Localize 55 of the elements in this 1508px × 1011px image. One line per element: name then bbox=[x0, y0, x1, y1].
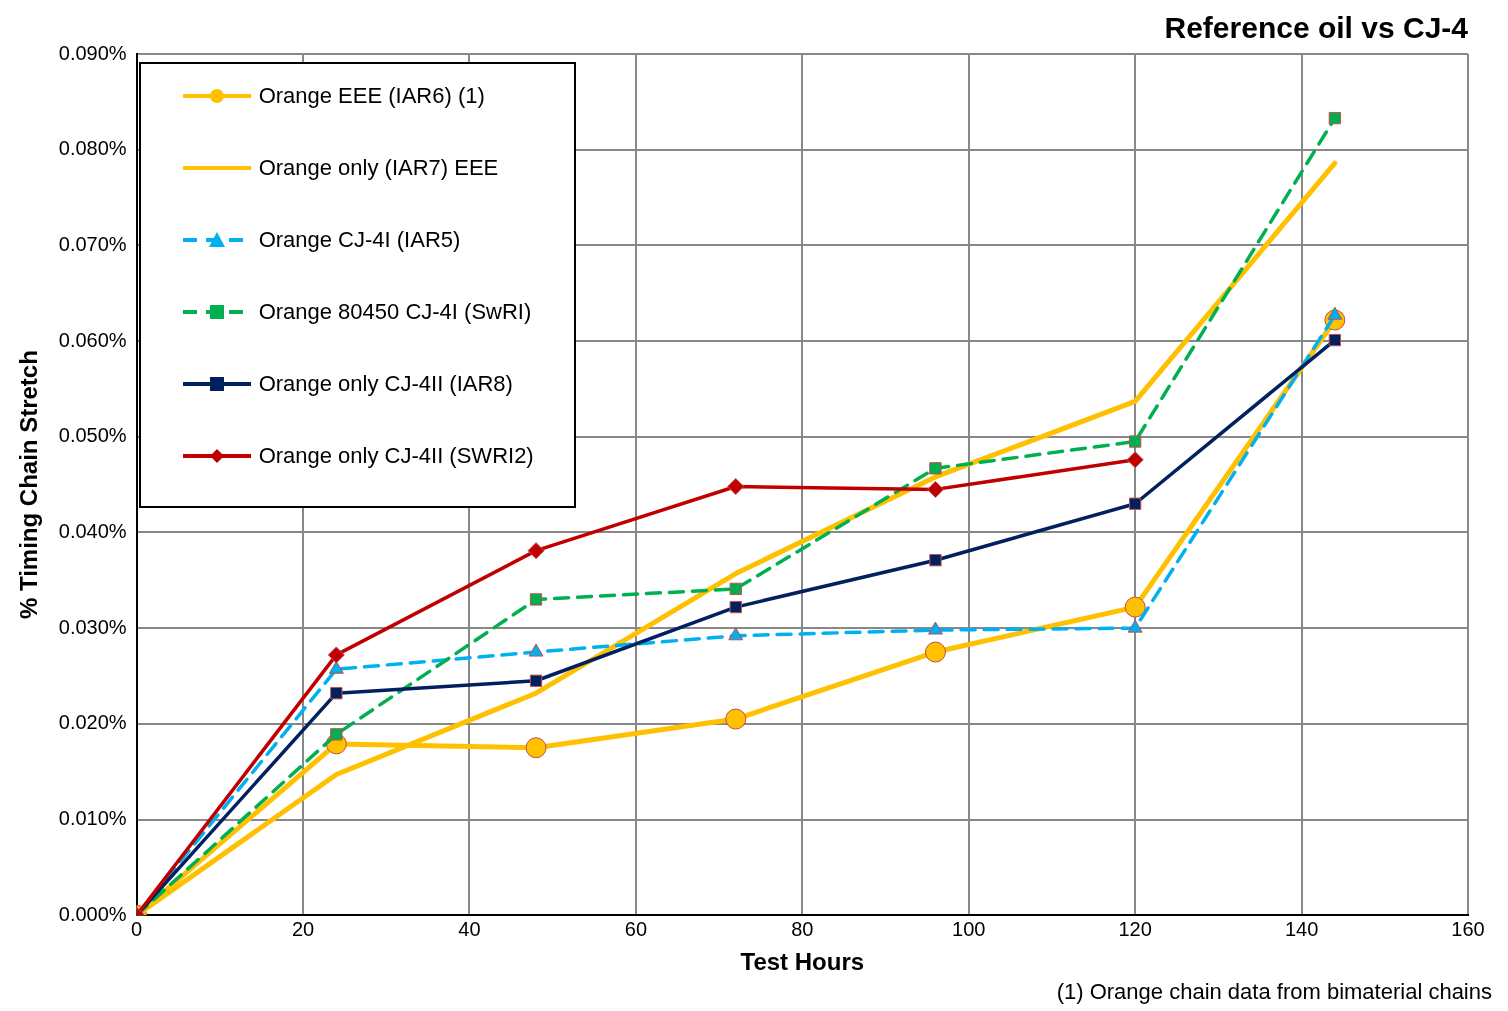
x-tick-label: 120 bbox=[1118, 917, 1152, 940]
legend-label: Orange 80450 CJ-4I (SwRI) bbox=[258, 299, 532, 325]
point bbox=[1129, 497, 1142, 510]
y-tick-label: 0.050% bbox=[58, 424, 127, 447]
point bbox=[529, 674, 543, 687]
point bbox=[525, 737, 547, 759]
point bbox=[1328, 333, 1342, 347]
point bbox=[728, 627, 744, 641]
x-tick-label: 60 bbox=[624, 917, 648, 940]
x-tick-label: 100 bbox=[952, 917, 986, 940]
y-tick-label: 0.000% bbox=[58, 902, 127, 925]
legend-label: Orange EEE (IAR6) (1) bbox=[258, 83, 485, 109]
point bbox=[529, 593, 543, 606]
y-tick-label: 0.060% bbox=[58, 328, 127, 351]
y-tick-label: 0.020% bbox=[58, 711, 127, 734]
y-tick-label: 0.090% bbox=[58, 41, 127, 64]
x-tick-label: 80 bbox=[791, 917, 814, 940]
point bbox=[1124, 596, 1146, 618]
point bbox=[928, 621, 943, 635]
text: (1) Orange chain data from bimaterial chains bbox=[1056, 979, 1492, 1005]
y-tick-label: 0.080% bbox=[58, 137, 127, 160]
legend-label: Orange only CJ-4II (SWRI2) bbox=[258, 443, 534, 469]
legend-label: Orange only (IAR7) EEE bbox=[258, 155, 499, 181]
point bbox=[1127, 619, 1143, 633]
point bbox=[330, 687, 343, 700]
point bbox=[725, 708, 747, 730]
x-tick-label: 160 bbox=[1451, 917, 1485, 940]
point bbox=[1126, 451, 1144, 469]
y-axis-title: % Timing Chain Stretch bbox=[15, 350, 43, 620]
legend-label: Orange CJ-4I (IAR5) bbox=[258, 227, 461, 253]
x-tick-label: 140 bbox=[1284, 917, 1319, 940]
legend-label: Orange only CJ-4II (IAR8) bbox=[258, 371, 513, 397]
point bbox=[929, 462, 942, 475]
point bbox=[926, 480, 944, 498]
point bbox=[330, 728, 343, 741]
point bbox=[528, 643, 544, 657]
point bbox=[729, 600, 742, 614]
point bbox=[729, 582, 742, 596]
point bbox=[727, 478, 745, 496]
x-axis-title: Test Hours bbox=[740, 948, 865, 976]
x-tick-label: 40 bbox=[458, 917, 481, 940]
point bbox=[929, 554, 942, 567]
point bbox=[328, 660, 344, 674]
point bbox=[327, 646, 345, 664]
y-tick-label: 0.040% bbox=[58, 519, 127, 542]
point bbox=[924, 641, 946, 663]
point bbox=[1129, 435, 1142, 448]
y-tick-label: 0.070% bbox=[58, 232, 127, 255]
y-tick-label: 0.010% bbox=[58, 807, 127, 830]
chart-title: Reference oil vs CJ-4 bbox=[1164, 11, 1469, 45]
point bbox=[527, 542, 545, 560]
x-tick-label: 0 bbox=[131, 917, 143, 940]
point bbox=[1328, 111, 1342, 125]
y-tick-label: 0.030% bbox=[58, 615, 127, 638]
x-tick-label: 20 bbox=[291, 917, 315, 940]
